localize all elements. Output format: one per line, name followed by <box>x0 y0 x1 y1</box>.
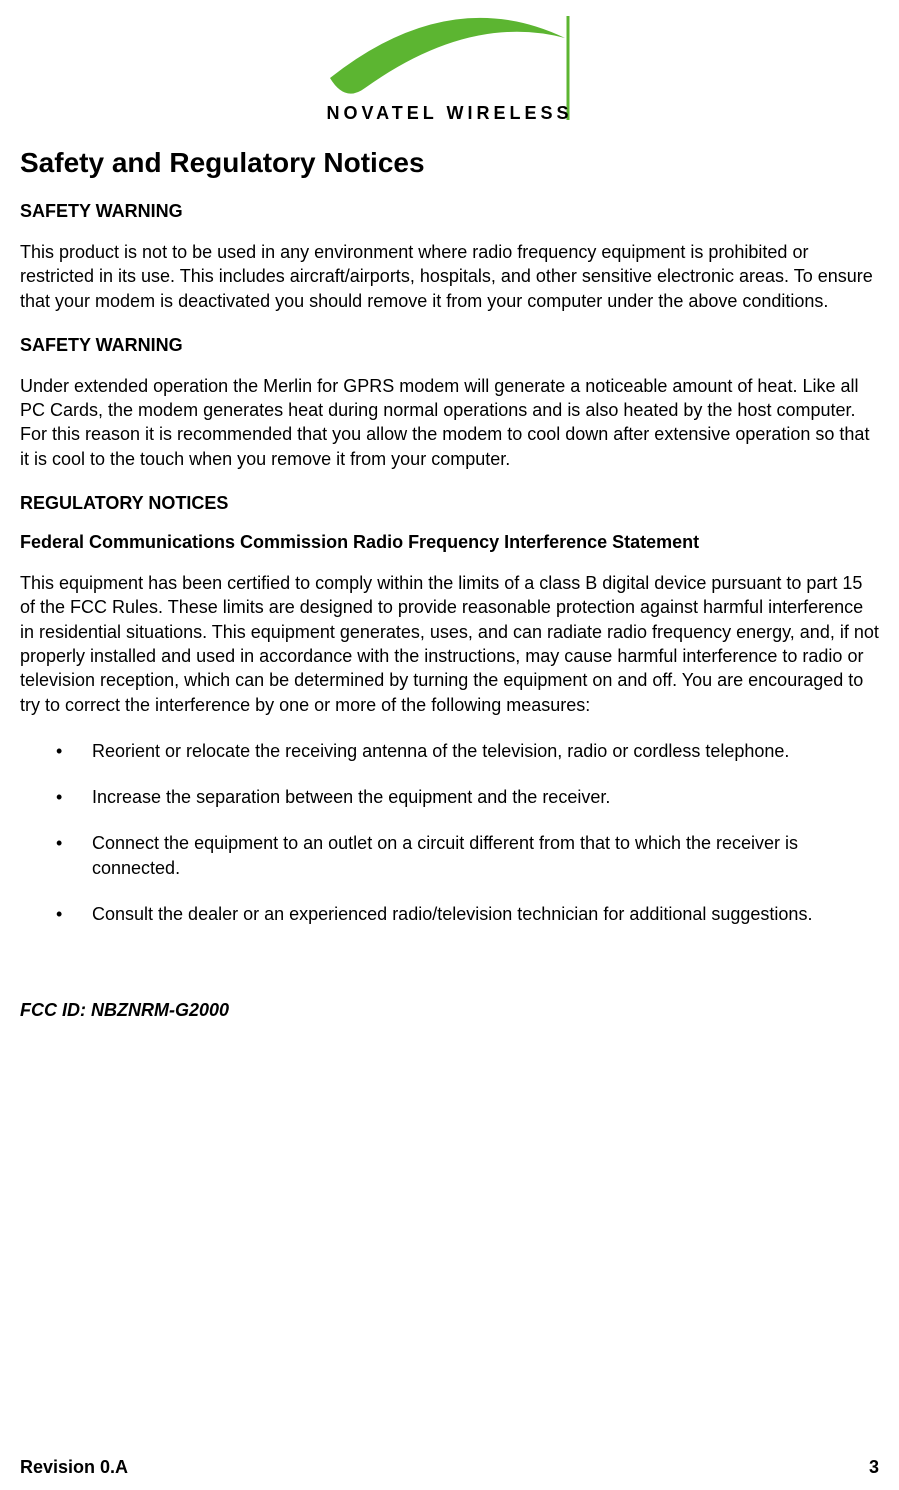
revision-label: Revision 0.A <box>20 1457 128 1478</box>
safety-warning-2-body: Under extended operation the Merlin for … <box>20 374 879 471</box>
logo-text-novatel: NOVATEL <box>326 103 437 123</box>
list-item: Increase the separation between the equi… <box>20 785 879 809</box>
logo-text-wireless: WIRELESS <box>447 103 573 123</box>
page-title: Safety and Regulatory Notices <box>20 147 879 179</box>
interference-measures-list: Reorient or relocate the receiving anten… <box>20 739 879 926</box>
list-item: Consult the dealer or an experienced rad… <box>20 902 879 926</box>
list-item: Connect the equipment to an outlet on a … <box>20 831 879 880</box>
page-footer: Revision 0.A 3 <box>20 1457 879 1478</box>
page-container: NOVATEL WIRELESS Safety and Regulatory N… <box>0 0 899 1021</box>
brand-logo: NOVATEL WIRELESS <box>320 8 580 128</box>
logo-text: NOVATEL WIRELESS <box>320 104 580 122</box>
regulatory-notices-heading: REGULATORY NOTICES <box>20 493 879 514</box>
list-item: Reorient or relocate the receiving anten… <box>20 739 879 763</box>
fcc-id-label: FCC ID: NBZNRM-G2000 <box>20 1000 879 1021</box>
logo-container: NOVATEL WIRELESS <box>20 0 879 139</box>
fcc-statement-body: This equipment has been certified to com… <box>20 571 879 717</box>
page-number: 3 <box>869 1457 879 1478</box>
fcc-statement-heading: Federal Communications Commission Radio … <box>20 532 879 553</box>
safety-warning-1-body: This product is not to be used in any en… <box>20 240 879 313</box>
safety-warning-2-heading: SAFETY WARNING <box>20 335 879 356</box>
safety-warning-1-heading: SAFETY WARNING <box>20 201 879 222</box>
